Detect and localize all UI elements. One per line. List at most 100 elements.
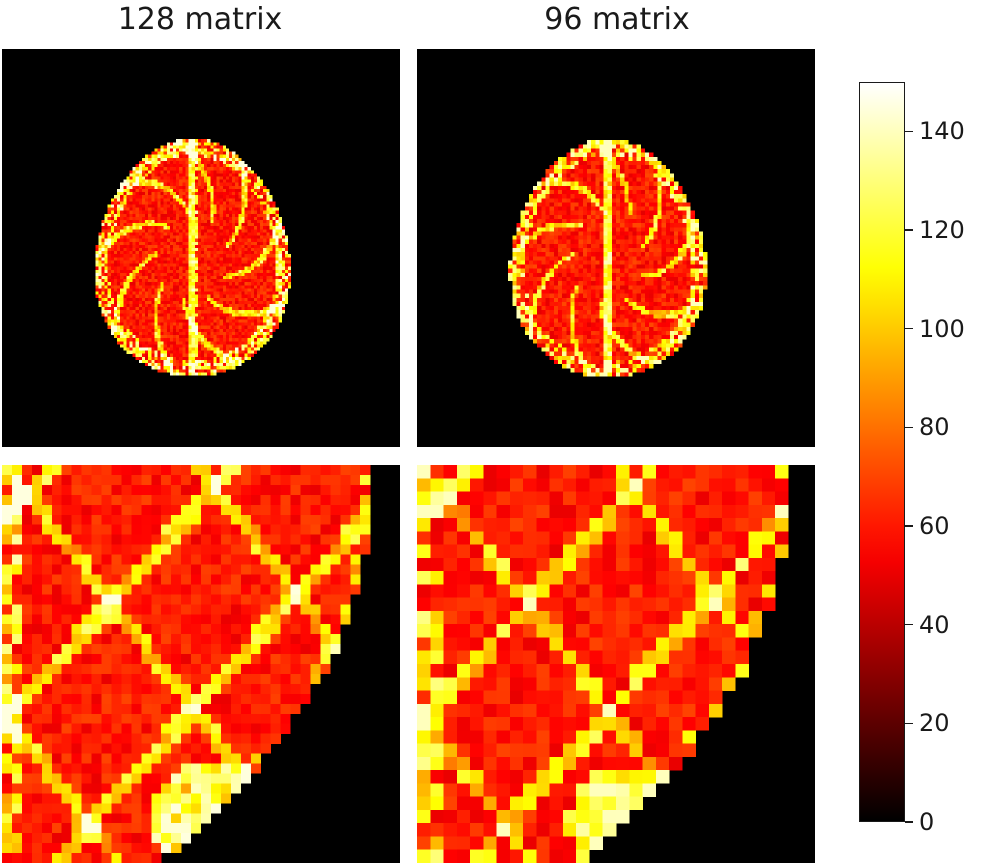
heatmap-cell	[185, 266, 189, 270]
heatmap-cell	[176, 325, 180, 329]
heatmap-cell	[157, 192, 161, 196]
heatmap-cell	[185, 226, 189, 230]
heatmap-cell	[582, 214, 588, 220]
heatmap-cell	[269, 288, 273, 292]
heatmap-cell	[129, 244, 133, 249]
heatmap-cell	[197, 347, 202, 351]
heatmap-cell	[566, 156, 571, 162]
heatmap-cell	[216, 260, 220, 264]
heatmap-cell	[151, 254, 155, 258]
heatmap-cell	[266, 260, 270, 264]
heatmap-cell	[269, 331, 273, 336]
heatmap-cell	[616, 173, 621, 178]
heatmap-cell	[210, 363, 214, 367]
heatmap-cell	[219, 344, 223, 348]
heatmap-cell	[129, 241, 133, 245]
heatmap-cell	[132, 210, 136, 214]
heatmap-cell	[649, 169, 654, 174]
heatmap-cell	[520, 235, 525, 240]
heatmap-cell	[113, 275, 118, 280]
heatmap-cell	[169, 288, 174, 292]
heatmap-cell	[117, 195, 121, 199]
heatmap-cell	[250, 201, 254, 205]
heatmap-cell	[244, 322, 248, 326]
heatmap-cell	[204, 151, 208, 155]
heatmap-cell	[222, 167, 226, 171]
heatmap-cell	[272, 226, 276, 230]
heatmap-cell	[281, 241, 286, 245]
heatmap-cell	[266, 285, 270, 289]
heatmap-cell	[595, 173, 600, 178]
heatmap-cell	[166, 198, 170, 202]
heatmap-cell	[166, 353, 170, 357]
heatmap-cell	[148, 188, 152, 193]
heatmap-cell	[157, 164, 161, 168]
heatmap-cell	[241, 235, 245, 239]
heatmap-cell	[129, 176, 133, 180]
heatmap-cell	[256, 232, 261, 236]
heatmap-cell	[188, 179, 192, 183]
heatmap-cell	[182, 142, 186, 146]
heatmap-cell	[616, 243, 621, 249]
heatmap-cell	[537, 210, 542, 215]
heatmap-cell	[669, 252, 675, 257]
heatmap-cell	[123, 195, 127, 199]
heatmap-cell	[549, 264, 554, 269]
heatmap-cell	[210, 356, 214, 360]
heatmap-cell	[537, 239, 542, 244]
heatmap-cell	[256, 325, 261, 329]
heatmap-cell	[148, 266, 152, 270]
heatmap-cell	[213, 226, 217, 230]
heatmap-cell	[537, 248, 542, 253]
heatmap-cell	[241, 335, 245, 339]
heatmap-cell	[570, 264, 575, 269]
heatmap-cell	[123, 285, 127, 289]
heatmap-cell	[228, 266, 233, 270]
heatmap-cell	[166, 229, 170, 233]
heatmap-cell	[182, 157, 186, 161]
heatmap-cell	[524, 252, 530, 257]
heatmap-cell	[228, 335, 233, 339]
heatmap-cell	[173, 266, 177, 270]
heatmap-cell	[225, 331, 230, 336]
heatmap-cell	[232, 248, 236, 252]
heatmap-cell	[160, 201, 164, 205]
heatmap-cell	[570, 198, 575, 203]
heatmap-cell	[250, 310, 254, 314]
heatmap-cell	[275, 282, 279, 286]
heatmap-cell	[154, 226, 158, 230]
heatmap-cell	[151, 322, 155, 326]
heatmap-cell	[225, 226, 230, 230]
heatmap-cell	[176, 139, 180, 143]
heatmap-cell	[253, 350, 258, 354]
heatmap-cell	[607, 227, 612, 232]
heatmap-cell	[595, 231, 600, 236]
heatmap-cell	[169, 328, 174, 333]
heatmap-cell	[160, 235, 164, 239]
heatmap-cell	[120, 216, 124, 221]
heatmap-cell	[204, 198, 208, 202]
heatmap-cell	[219, 195, 223, 199]
heatmap-cell	[188, 285, 192, 289]
heatmap-cell	[204, 331, 208, 336]
heatmap-cell	[176, 198, 180, 202]
heatmap-cell	[566, 210, 571, 215]
heatmap-cell	[219, 331, 223, 336]
heatmap-cell	[222, 148, 226, 152]
heatmap-cell	[645, 173, 650, 178]
heatmap-cell	[222, 291, 226, 295]
heatmap-cell	[123, 220, 127, 224]
heatmap-cell	[263, 341, 267, 345]
heatmap-cell	[123, 207, 127, 211]
heatmap-cell	[151, 338, 155, 342]
heatmap-cell	[123, 229, 127, 233]
heatmap-cell	[222, 173, 226, 177]
heatmap-cell	[674, 214, 679, 220]
heatmap-cell	[201, 142, 205, 146]
heatmap-cell	[260, 266, 264, 270]
heatmap-cell	[624, 165, 629, 170]
heatmap-cell	[154, 164, 158, 168]
heatmap-cell	[191, 366, 195, 370]
heatmap-cell	[574, 156, 579, 162]
heatmap-cell	[528, 264, 534, 269]
